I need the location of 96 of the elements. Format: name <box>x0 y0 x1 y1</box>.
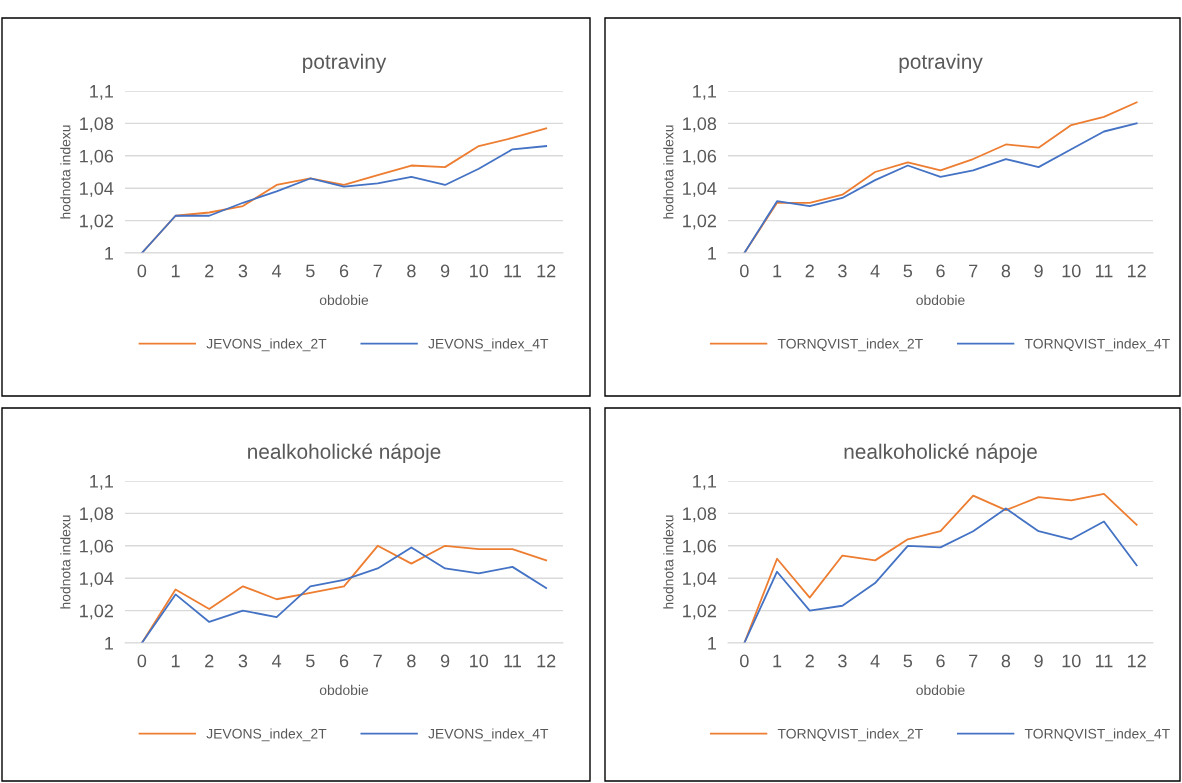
x-tick-label: 6 <box>339 264 349 278</box>
x-tick-label: 8 <box>1001 264 1011 278</box>
chart-title: nealkoholické nápoje <box>248 443 441 464</box>
x-tick-label: 0 <box>740 654 749 668</box>
x-tick-label: 7 <box>969 264 978 278</box>
x-tick-label: 6 <box>936 264 945 278</box>
legend-label: TORNQVIST_index_2T <box>777 728 923 742</box>
legend-label: TORNQVIST_index_4T <box>1024 728 1170 742</box>
x-tick-label: 10 <box>470 654 489 668</box>
x-tick-label: 3 <box>238 654 248 668</box>
x-axis-title: obdobie <box>319 684 369 696</box>
x-tick-label: 3 <box>838 654 847 668</box>
x-tick-label: 3 <box>838 264 847 278</box>
chart-title: potraviny <box>899 53 983 74</box>
y-tick-label: 1,04 <box>80 572 114 588</box>
x-tick-label: 2 <box>205 264 214 278</box>
x-tick-label: 8 <box>407 654 416 668</box>
y-tick-label: 1,02 <box>683 604 716 620</box>
x-tick-label: 2 <box>805 654 814 668</box>
y-axis-title: hodnota indexu <box>663 515 674 609</box>
x-tick-label: 3 <box>238 264 248 278</box>
y-tick-label: 1 <box>105 247 114 260</box>
y-tick-label: 1,1 <box>90 475 114 490</box>
legend-label: JEVONS_index_2T <box>206 728 327 742</box>
x-tick-label: 4 <box>870 264 880 278</box>
x-tick-label: 0 <box>137 264 147 278</box>
y-tick-label: 1,06 <box>683 539 717 555</box>
x-tick-label: 5 <box>903 264 913 278</box>
x-tick-label: 2 <box>805 264 814 278</box>
legend-label: TORNQVIST_index_2T <box>777 338 923 352</box>
x-tick-label: 4 <box>870 654 880 668</box>
x-tick-label: 5 <box>306 264 315 278</box>
y-axis-title: hodnota indexu <box>60 125 71 219</box>
y-tick-label: 1,04 <box>683 182 717 198</box>
y-tick-label: 1,02 <box>80 214 113 230</box>
x-axis-title: obdobie <box>916 684 965 696</box>
y-axis-title: hodnota indexu <box>60 515 71 609</box>
y-tick-label: 1 <box>105 637 114 650</box>
x-tick-label: 12 <box>1127 654 1146 668</box>
x-tick-label: 5 <box>903 654 913 668</box>
x-tick-label: 10 <box>470 264 489 278</box>
y-tick-label: 1,1 <box>693 85 717 100</box>
x-tick-label: 0 <box>740 264 749 278</box>
x-tick-label: 9 <box>1034 654 1043 668</box>
x-tick-label: 1 <box>773 654 782 668</box>
x-tick-label: 10 <box>1062 264 1081 278</box>
x-tick-label: 11 <box>1095 264 1113 278</box>
chart-title: potraviny <box>303 53 387 74</box>
x-tick-label: 7 <box>969 654 978 668</box>
x-tick-label: 8 <box>407 264 416 278</box>
x-tick-label: 6 <box>936 654 945 668</box>
x-tick-label: 1 <box>171 264 180 278</box>
x-tick-label: 11 <box>504 264 521 278</box>
x-tick-label: 0 <box>137 654 147 668</box>
x-axis-title: obdobie <box>319 294 369 306</box>
y-tick-label: 1,06 <box>683 149 717 165</box>
legend-label: JEVONS_index_4T <box>428 338 549 352</box>
y-tick-label: 1,04 <box>80 182 114 198</box>
x-tick-label: 7 <box>373 654 382 668</box>
x-tick-label: 9 <box>1034 264 1043 278</box>
y-tick-label: 1,1 <box>90 85 114 100</box>
x-tick-label: 5 <box>306 654 315 668</box>
y-tick-label: 1,02 <box>683 214 716 230</box>
y-tick-label: 1,04 <box>683 572 717 588</box>
legend-label: TORNQVIST_index_4T <box>1024 338 1170 352</box>
x-axis-title: obdobie <box>916 294 965 306</box>
y-tick-label: 1,08 <box>80 507 114 523</box>
x-tick-label: 8 <box>1001 654 1011 668</box>
x-tick-label: 9 <box>440 264 450 278</box>
y-tick-label: 1,06 <box>80 149 114 165</box>
x-tick-label: 11 <box>504 654 521 668</box>
y-tick-label: 1,08 <box>683 117 717 133</box>
legend-label: JEVONS_index_4T <box>428 728 549 742</box>
x-tick-label: 12 <box>537 264 556 278</box>
x-tick-label: 12 <box>1127 264 1146 278</box>
x-tick-label: 7 <box>373 264 382 278</box>
x-tick-label: 10 <box>1062 654 1081 668</box>
y-tick-label: 1,02 <box>80 604 113 620</box>
legend-label: JEVONS_index_2T <box>206 338 327 352</box>
y-axis-title: hodnota indexu <box>663 125 674 219</box>
y-tick-label: 1,08 <box>683 507 717 523</box>
y-tick-label: 1 <box>708 637 717 650</box>
x-tick-label: 12 <box>537 654 556 668</box>
x-tick-label: 6 <box>339 654 349 668</box>
y-tick-label: 1,1 <box>693 475 717 490</box>
x-tick-label: 9 <box>440 654 450 668</box>
x-tick-label: 2 <box>205 654 214 668</box>
x-tick-label: 1 <box>171 654 180 668</box>
y-tick-label: 1 <box>708 247 717 260</box>
x-tick-label: 1 <box>773 264 782 278</box>
x-tick-label: 4 <box>272 264 282 278</box>
chart-title: nealkoholické nápoje <box>844 443 1037 464</box>
y-tick-label: 1,06 <box>80 539 114 555</box>
x-tick-label: 11 <box>1095 654 1113 668</box>
y-tick-label: 1,08 <box>80 117 114 133</box>
x-tick-label: 4 <box>272 654 282 668</box>
